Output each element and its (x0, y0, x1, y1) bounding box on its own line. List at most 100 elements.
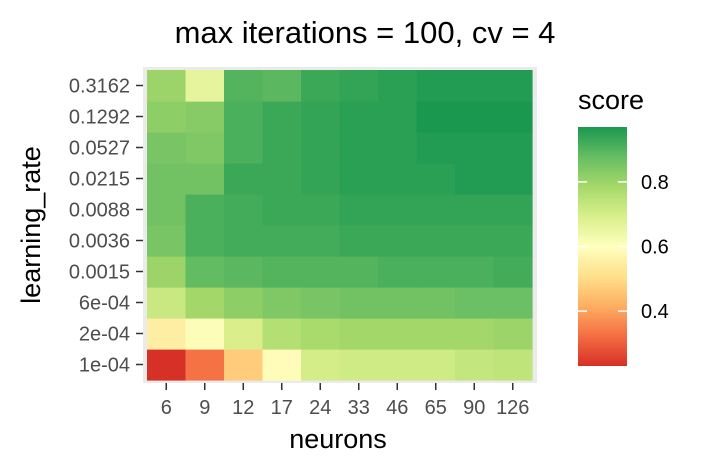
heatmap-cell (185, 225, 225, 257)
heatmap-cell (185, 256, 225, 288)
heatmap-cell (262, 318, 302, 350)
legend-tick-label: 0.8 (641, 172, 669, 194)
heatmap-cell (339, 163, 379, 195)
heatmap-cell (224, 132, 264, 164)
heatmap-cell (185, 318, 225, 350)
heatmap-cell (262, 70, 302, 102)
heatmap-cell (301, 349, 341, 381)
heatmap-cell (339, 318, 379, 350)
heatmap-cell (339, 194, 379, 226)
x-tick-label: 126 (496, 397, 529, 419)
heatmap-cell (301, 132, 341, 164)
heatmap-cell (224, 225, 264, 257)
heatmap-cell (147, 225, 187, 257)
heatmap-cell (301, 318, 341, 350)
x-tick-label: 65 (425, 397, 447, 419)
heatmap-cell (262, 194, 302, 226)
heatmap-cell (262, 163, 302, 195)
y-axis-title: learning_rate (16, 146, 46, 304)
heatmap-cell (185, 194, 225, 226)
heatmap-cell (455, 194, 495, 226)
legend: score 0.4 0.6 0.8 (578, 85, 669, 366)
y-tick-label: 0.0215 (69, 169, 130, 191)
heatmap-cell (147, 256, 187, 288)
heatmap-cell (224, 101, 264, 133)
heatmap-cell (147, 132, 187, 164)
heatmap-cell (455, 318, 495, 350)
heatmap-cell (224, 194, 264, 226)
heatmap-cell (224, 70, 264, 102)
y-tick-label: 0.3162 (69, 76, 130, 98)
heatmap-cell (416, 132, 456, 164)
heatmap-cell (147, 287, 187, 319)
heatmap-cell (493, 132, 533, 164)
x-tick-label: 33 (348, 397, 370, 419)
heatmap-cell (185, 101, 225, 133)
heatmap-cell (262, 256, 302, 288)
heatmap-cell (224, 256, 264, 288)
heatmap-cell (262, 225, 302, 257)
heatmap-cell (455, 101, 495, 133)
heatmap-cell (301, 70, 341, 102)
heatmap-cell (147, 101, 187, 133)
heatmap-cell (185, 287, 225, 319)
heatmap-cell (416, 163, 456, 195)
heatmap-cell (493, 194, 533, 226)
heatmap-cell (416, 256, 456, 288)
y-tick-label: 0.0527 (69, 138, 130, 160)
heatmap-cell (339, 225, 379, 257)
heatmap-cell (378, 194, 418, 226)
heatmap-cell (493, 349, 533, 381)
heatmap-cell (301, 163, 341, 195)
y-tick-label: 0.1292 (69, 107, 130, 129)
heatmap-cell (262, 349, 302, 381)
heatmap-cell (493, 318, 533, 350)
chart-title: max iterations = 100, cv = 4 (175, 15, 556, 50)
heatmap-cell (339, 349, 379, 381)
heatmap-cell (147, 163, 187, 195)
heatmap-cell (185, 70, 225, 102)
heatmap-cell (455, 163, 495, 195)
heatmap-cells (147, 70, 533, 381)
heatmap-cell (416, 349, 456, 381)
heatmap-cell (493, 256, 533, 288)
heatmap-cell (339, 70, 379, 102)
heatmap-cell (416, 318, 456, 350)
heatmap-cell (224, 163, 264, 195)
heatmap-cell (455, 225, 495, 257)
heatmap-cell (378, 318, 418, 350)
heatmap-cell (262, 287, 302, 319)
heatmap-cell (378, 101, 418, 133)
heatmap-cell (455, 349, 495, 381)
x-tick-label: 90 (463, 397, 485, 419)
heatmap-cell (378, 287, 418, 319)
y-axis-ticks: 1e-04 2e-04 6e-04 0.0015 0.0036 0.0088 0.0215 0… (69, 76, 143, 377)
heatmap-cell (147, 318, 187, 350)
heatmap-cell (339, 101, 379, 133)
heatmap-cell (301, 256, 341, 288)
heatmap-cell (416, 225, 456, 257)
heatmap-cell (493, 70, 533, 102)
heatmap-cell (301, 194, 341, 226)
heatmap-cell (185, 132, 225, 164)
heatmap-cell (339, 256, 379, 288)
x-tick-label: 46 (386, 397, 408, 419)
y-tick-label: 0.0036 (69, 231, 130, 253)
heatmap-cell (262, 132, 302, 164)
x-tick-label: 17 (271, 397, 293, 419)
heatmap-cell (378, 256, 418, 288)
heatmap-cell (455, 132, 495, 164)
heatmap-cell (301, 101, 341, 133)
heatmap-cell (224, 349, 264, 381)
heatmap-cell (378, 70, 418, 102)
heatmap-cell (224, 318, 264, 350)
y-tick-label: 0.0015 (69, 262, 130, 284)
legend-title: score (578, 85, 644, 115)
heatmap-cell (455, 256, 495, 288)
heatmap-cell (147, 194, 187, 226)
heatmap-cell (493, 163, 533, 195)
heatmap-cell (378, 132, 418, 164)
heatmap-cell (378, 163, 418, 195)
y-tick-label: 2e-04 (79, 324, 130, 346)
